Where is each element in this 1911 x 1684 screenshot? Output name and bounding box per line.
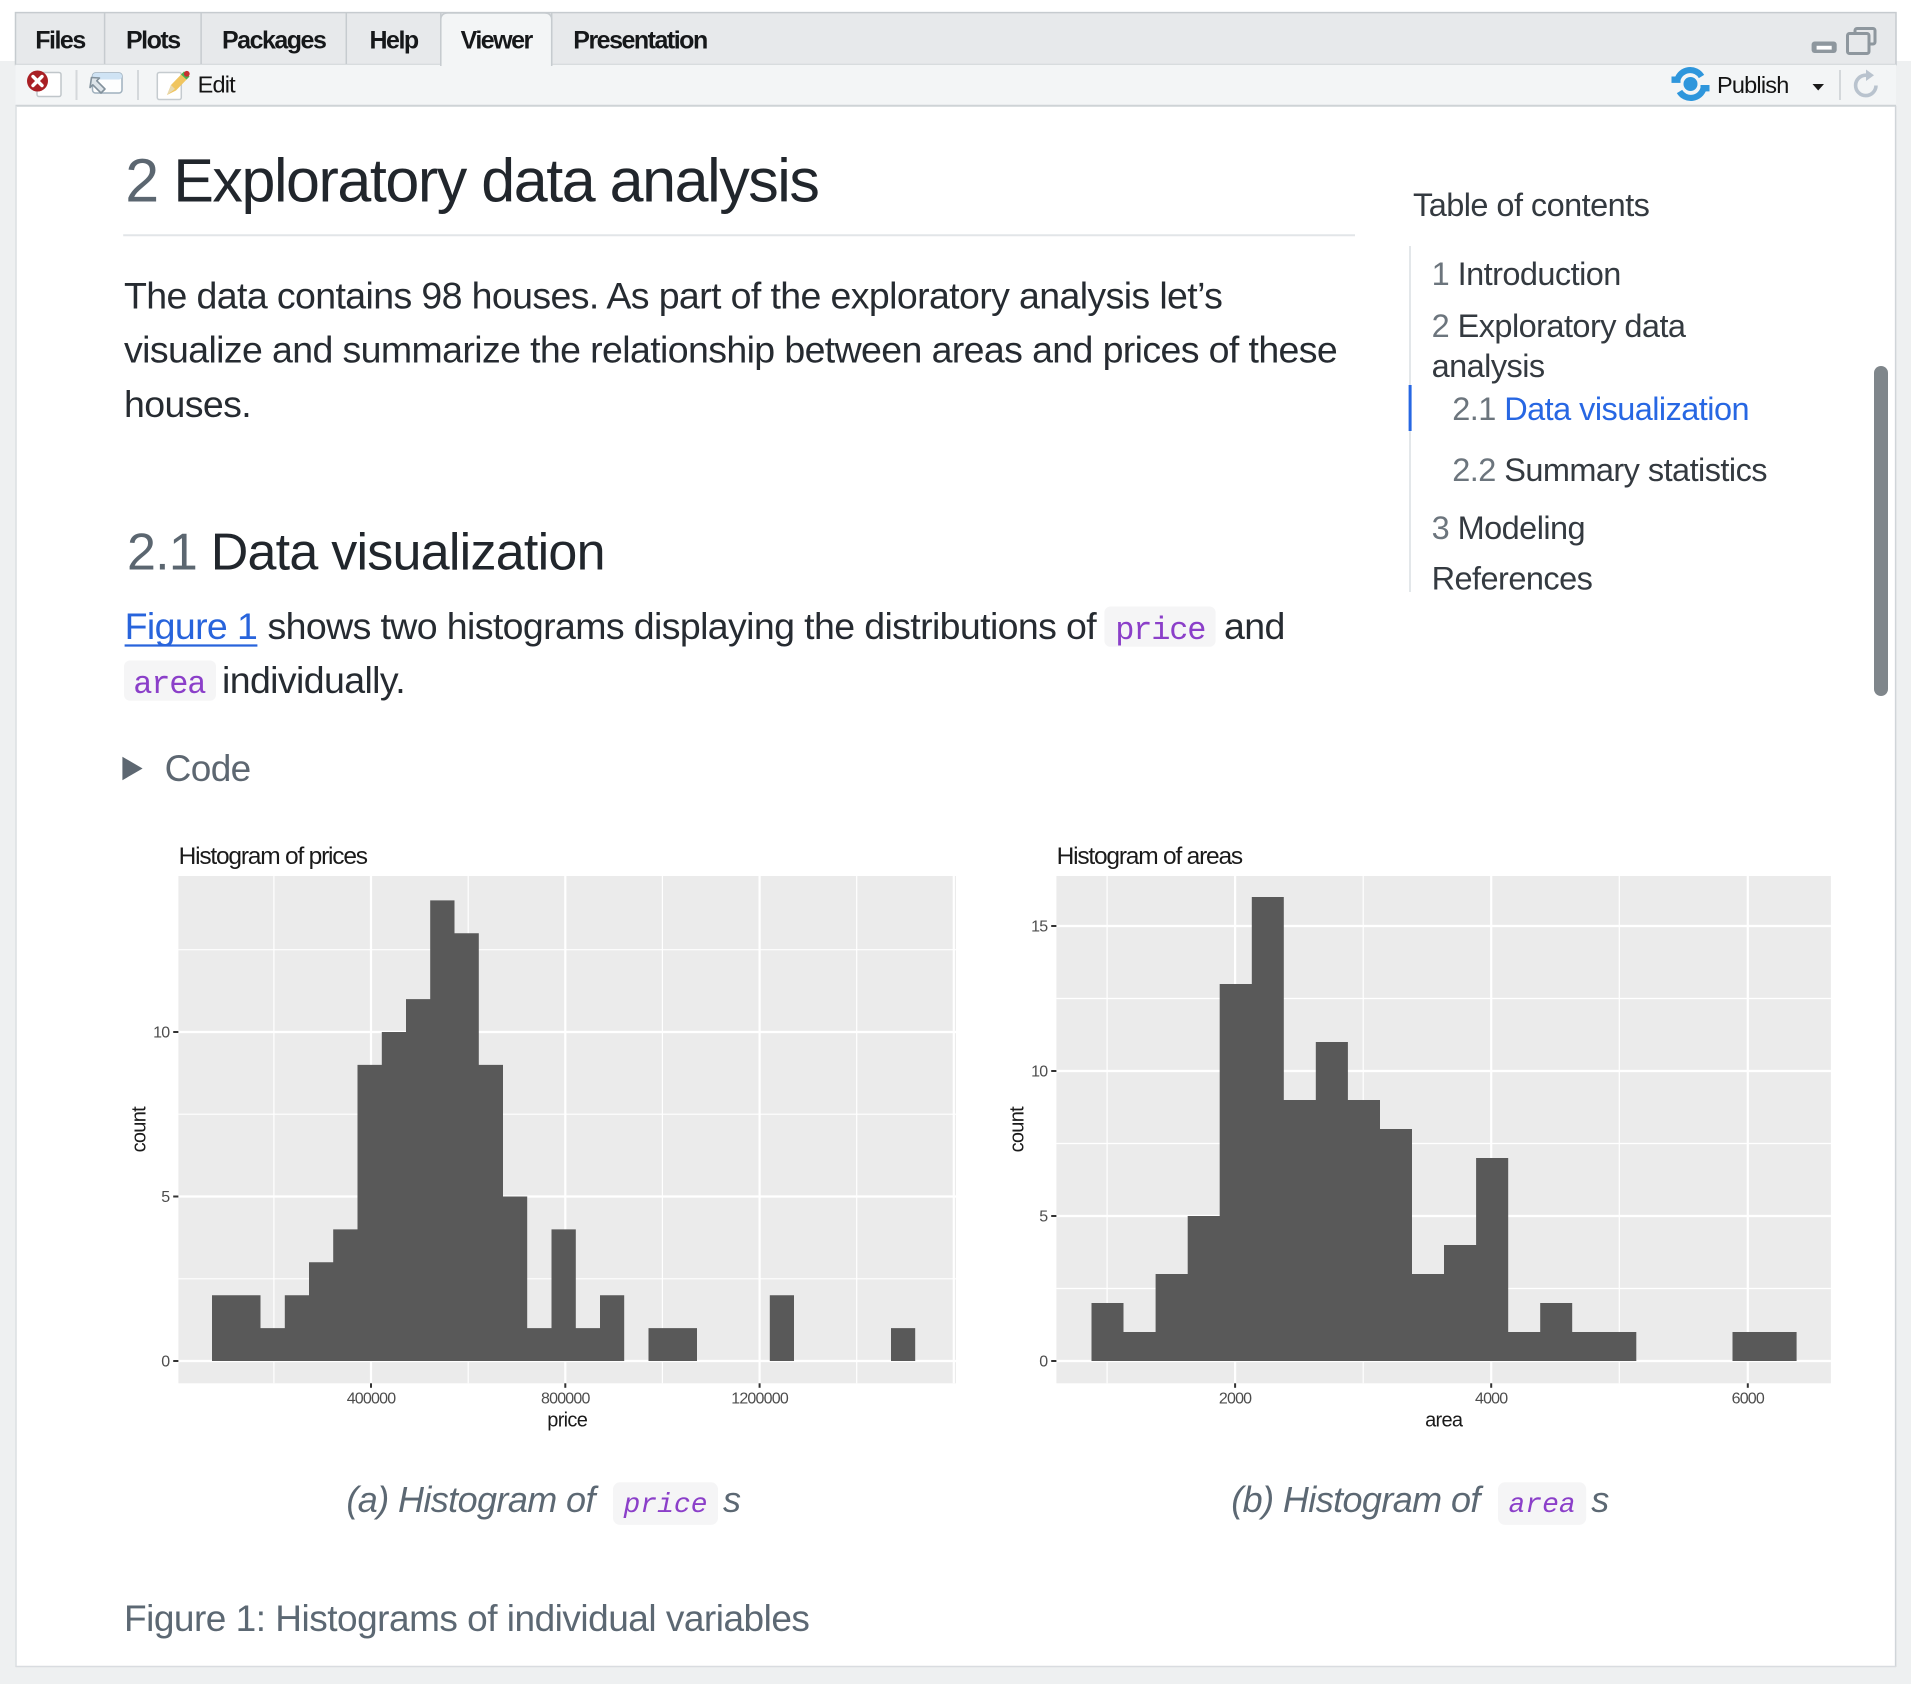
svg-text:0: 0 bbox=[1039, 1354, 1048, 1371]
svg-text:s: s bbox=[1591, 1479, 1609, 1520]
svg-text:Viewer: Viewer bbox=[461, 27, 534, 55]
svg-text:2: 2 bbox=[125, 146, 157, 214]
svg-text:houses.: houses. bbox=[124, 383, 251, 425]
svg-text:Help: Help bbox=[370, 27, 419, 55]
svg-text:15: 15 bbox=[1031, 919, 1048, 936]
svg-text:analysis: analysis bbox=[1432, 348, 1545, 384]
svg-text:shows two histograms displayin: shows two histograms displaying the dist… bbox=[268, 605, 1098, 647]
svg-text:Data visualization: Data visualization bbox=[211, 523, 605, 581]
svg-text:Figure 1: Histograms of indivi: Figure 1: Histograms of individual varia… bbox=[124, 1598, 809, 1639]
svg-text:1: 1 bbox=[1432, 256, 1450, 292]
svg-text:3: 3 bbox=[1432, 510, 1450, 546]
svg-text:The data contains 98 houses. A: The data contains 98 houses. As part of … bbox=[124, 275, 1222, 317]
svg-text:Exploratory data analysis: Exploratory data analysis bbox=[173, 146, 818, 214]
svg-text:Table of contents: Table of contents bbox=[1413, 187, 1650, 223]
svg-text:individually.: individually. bbox=[222, 659, 405, 701]
svg-text:area: area bbox=[1425, 1410, 1464, 1432]
svg-text:Presentation: Presentation bbox=[573, 27, 707, 55]
svg-text:2: 2 bbox=[1432, 308, 1450, 344]
svg-text:10: 10 bbox=[1031, 1064, 1048, 1081]
svg-text:Packages: Packages bbox=[222, 27, 326, 55]
svg-text:and: and bbox=[1224, 605, 1285, 647]
svg-text:Figure 1: Figure 1 bbox=[125, 605, 258, 647]
svg-text:price: price bbox=[1115, 612, 1205, 649]
svg-text:Exploratory data: Exploratory data bbox=[1458, 308, 1687, 344]
svg-text:Plots: Plots bbox=[126, 27, 180, 55]
svg-text:800000: 800000 bbox=[541, 1391, 590, 1408]
svg-text:area: area bbox=[133, 666, 206, 703]
svg-text:Histogram of prices: Histogram of prices bbox=[179, 843, 368, 870]
svg-text:price: price bbox=[547, 1410, 587, 1432]
svg-text:4000: 4000 bbox=[1475, 1391, 1508, 1408]
svg-text:count: count bbox=[1007, 1106, 1029, 1153]
svg-text:2000: 2000 bbox=[1219, 1391, 1252, 1408]
svg-text:2.2: 2.2 bbox=[1452, 452, 1496, 488]
svg-text:price: price bbox=[623, 1490, 708, 1521]
svg-text:visualize and summarize the re: visualize and summarize the relationship… bbox=[124, 329, 1337, 371]
svg-text:Data visualization: Data visualization bbox=[1504, 391, 1749, 427]
svg-text:Edit: Edit bbox=[198, 71, 237, 97]
svg-text:400000: 400000 bbox=[347, 1391, 396, 1408]
svg-text:Modeling: Modeling bbox=[1458, 510, 1586, 546]
svg-text:(a) Histogram of: (a) Histogram of bbox=[346, 1479, 599, 1520]
svg-text:Publish: Publish bbox=[1717, 72, 1788, 98]
svg-text:5: 5 bbox=[1039, 1209, 1048, 1226]
svg-text:area: area bbox=[1509, 1490, 1576, 1521]
svg-text:Histogram of areas: Histogram of areas bbox=[1057, 843, 1243, 870]
svg-text:5: 5 bbox=[161, 1189, 170, 1206]
svg-text:Code: Code bbox=[165, 748, 251, 789]
svg-text:1200000: 1200000 bbox=[731, 1391, 789, 1408]
svg-text:0: 0 bbox=[161, 1354, 170, 1371]
svg-text:Summary statistics: Summary statistics bbox=[1504, 452, 1767, 488]
svg-text:2.1: 2.1 bbox=[1452, 391, 1496, 427]
svg-text:(b) Histogram of: (b) Histogram of bbox=[1231, 1479, 1484, 1520]
svg-text:References: References bbox=[1432, 560, 1593, 596]
svg-text:6000: 6000 bbox=[1732, 1391, 1765, 1408]
svg-text:s: s bbox=[723, 1479, 741, 1520]
svg-text:10: 10 bbox=[153, 1025, 170, 1042]
svg-text:2.1: 2.1 bbox=[127, 523, 197, 581]
svg-text:Files: Files bbox=[35, 27, 85, 55]
svg-text:count: count bbox=[129, 1106, 151, 1153]
svg-text:Introduction: Introduction bbox=[1458, 256, 1621, 292]
